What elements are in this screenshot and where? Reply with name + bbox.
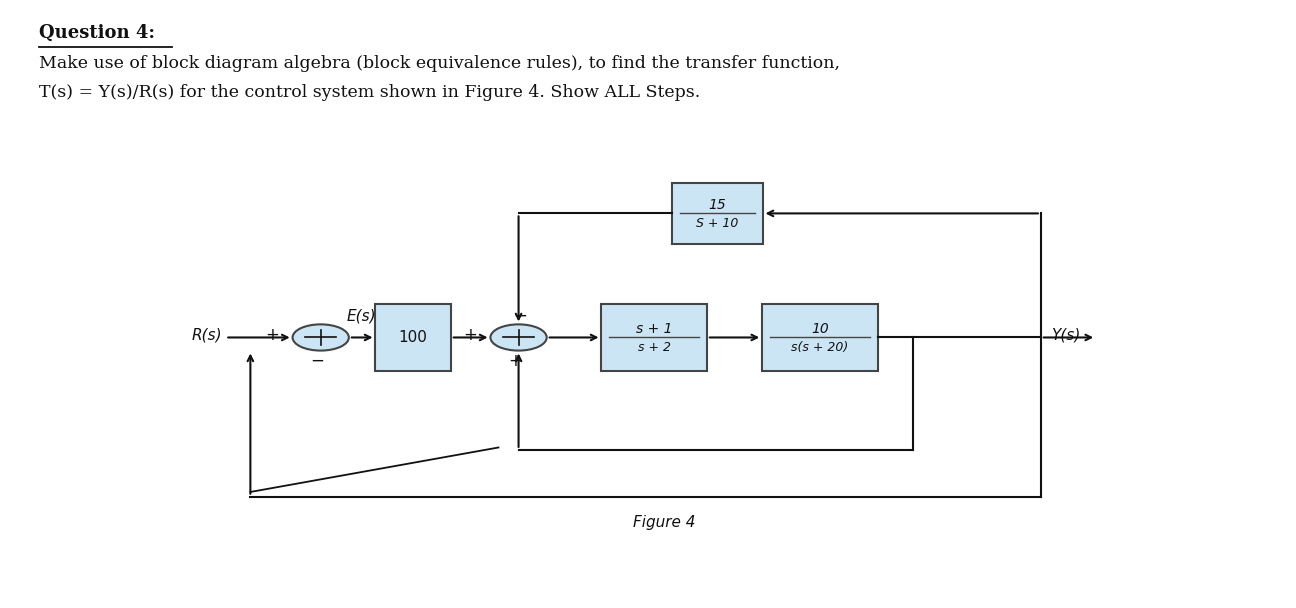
FancyBboxPatch shape [376, 303, 451, 371]
Text: s + 1: s + 1 [636, 322, 673, 336]
Text: Figure 4: Figure 4 [632, 515, 696, 530]
FancyBboxPatch shape [601, 303, 706, 371]
Text: −: − [311, 352, 324, 370]
Text: 10: 10 [811, 322, 828, 336]
Text: s + 2: s + 2 [638, 341, 670, 354]
Text: S + 10: S + 10 [696, 217, 739, 230]
Text: −: − [513, 307, 527, 325]
Text: +: + [508, 352, 522, 370]
Text: Question 4:: Question 4: [39, 24, 156, 43]
Text: +: + [464, 326, 477, 344]
Text: E(s): E(s) [347, 308, 377, 323]
Text: T(s) = Y(s)/R(s) for the control system shown in Figure 4. Show ALL Steps.: T(s) = Y(s)/R(s) for the control system … [39, 84, 700, 101]
Circle shape [490, 324, 547, 351]
Text: 100: 100 [399, 330, 428, 345]
Text: s(s + 20): s(s + 20) [792, 341, 849, 354]
Circle shape [293, 324, 349, 351]
Text: Make use of block diagram algebra (block equivalence rules), to find the transfe: Make use of block diagram algebra (block… [39, 55, 840, 72]
Text: Y(s): Y(s) [1051, 327, 1081, 342]
FancyBboxPatch shape [673, 183, 762, 244]
Text: R(s): R(s) [192, 327, 223, 342]
Text: +: + [266, 326, 280, 344]
FancyBboxPatch shape [762, 303, 877, 371]
Text: 15: 15 [709, 198, 726, 212]
